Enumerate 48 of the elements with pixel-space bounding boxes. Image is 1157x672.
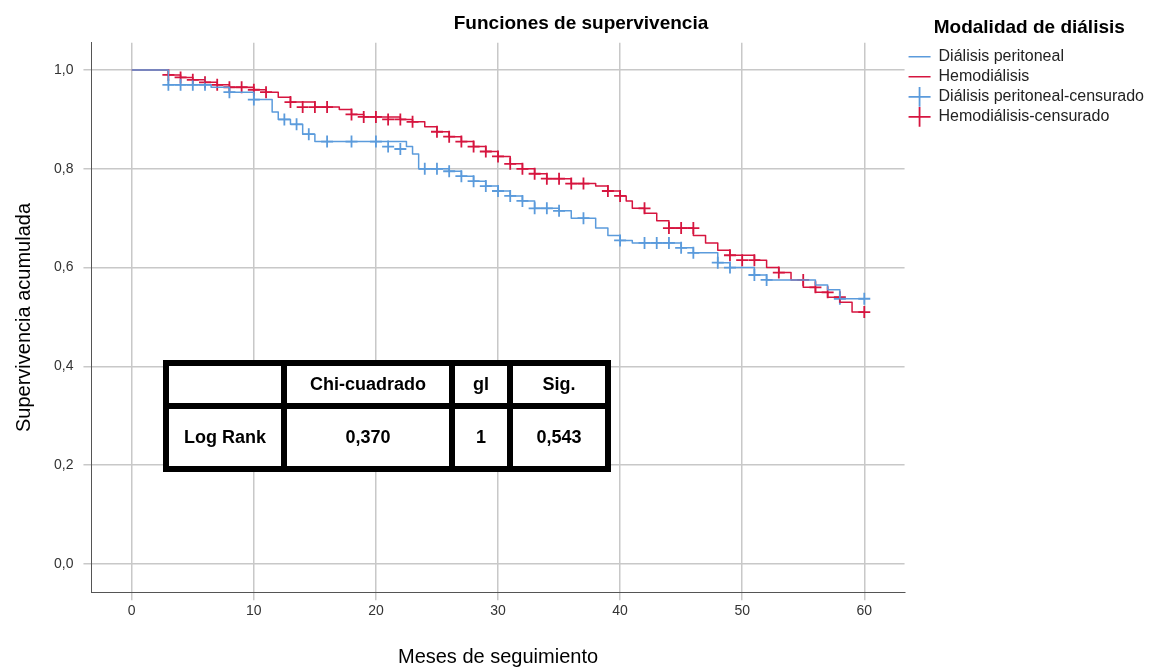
- y-tick-label: 1,0: [53, 60, 74, 77]
- y-tick-label: 0,4: [53, 357, 74, 374]
- point: [381, 112, 396, 127]
- annotation: 0,370: [284, 406, 452, 469]
- x-tick-label: 40: [612, 602, 629, 619]
- point: [393, 112, 408, 127]
- point: [552, 171, 566, 186]
- x-tick-label: 60: [856, 602, 873, 619]
- point: [857, 291, 872, 306]
- y-tick-label: 0,2: [53, 456, 74, 473]
- x-tick-label: 0: [127, 602, 136, 619]
- annotation: gl: [452, 363, 510, 406]
- y-tick-label: 0,6: [53, 258, 74, 275]
- y-axis-title: Supervivencia acumulada: [11, 202, 34, 433]
- legend-label: Diálisis peritoneal-censurado: [938, 87, 1145, 105]
- point: [369, 134, 383, 149]
- y-tick-label: 0,8: [53, 159, 74, 176]
- x-tick-label: 10: [246, 602, 262, 619]
- legend-label: Hemodiálisis: [938, 67, 1030, 85]
- point: [277, 112, 292, 127]
- annotation: Sig.: [510, 363, 608, 406]
- x-tick-label: 30: [490, 602, 507, 619]
- legend-title: Modalidad de diálisis: [933, 15, 1125, 37]
- point: [393, 142, 408, 156]
- point: [344, 134, 359, 149]
- legend-label: Diálisis peritoneal: [938, 47, 1064, 65]
- x-tick-label: 20: [368, 602, 384, 619]
- point: [442, 164, 457, 179]
- point: [527, 201, 542, 216]
- point: [381, 139, 396, 154]
- point: [539, 201, 554, 216]
- annotation: 0,543: [510, 406, 608, 469]
- point: [289, 117, 304, 132]
- point: [527, 166, 542, 181]
- point: [320, 134, 334, 149]
- legend-label: Hemodiálisis-censurado: [938, 107, 1110, 125]
- annotation: Chi-cuadrado: [284, 363, 452, 406]
- annotation: 1: [452, 406, 510, 469]
- y-tick-label: 0,0: [53, 554, 74, 571]
- x-tick-label: 50: [734, 602, 751, 619]
- point: [564, 176, 579, 191]
- point: [295, 100, 310, 114]
- point: [576, 176, 591, 191]
- x-axis-title: Meses de seguimiento: [397, 644, 599, 667]
- point: [454, 134, 469, 149]
- annotation: Log Rank: [166, 406, 284, 469]
- chart-title: Funciones de supervivencia: [453, 11, 709, 33]
- point: [735, 253, 750, 268]
